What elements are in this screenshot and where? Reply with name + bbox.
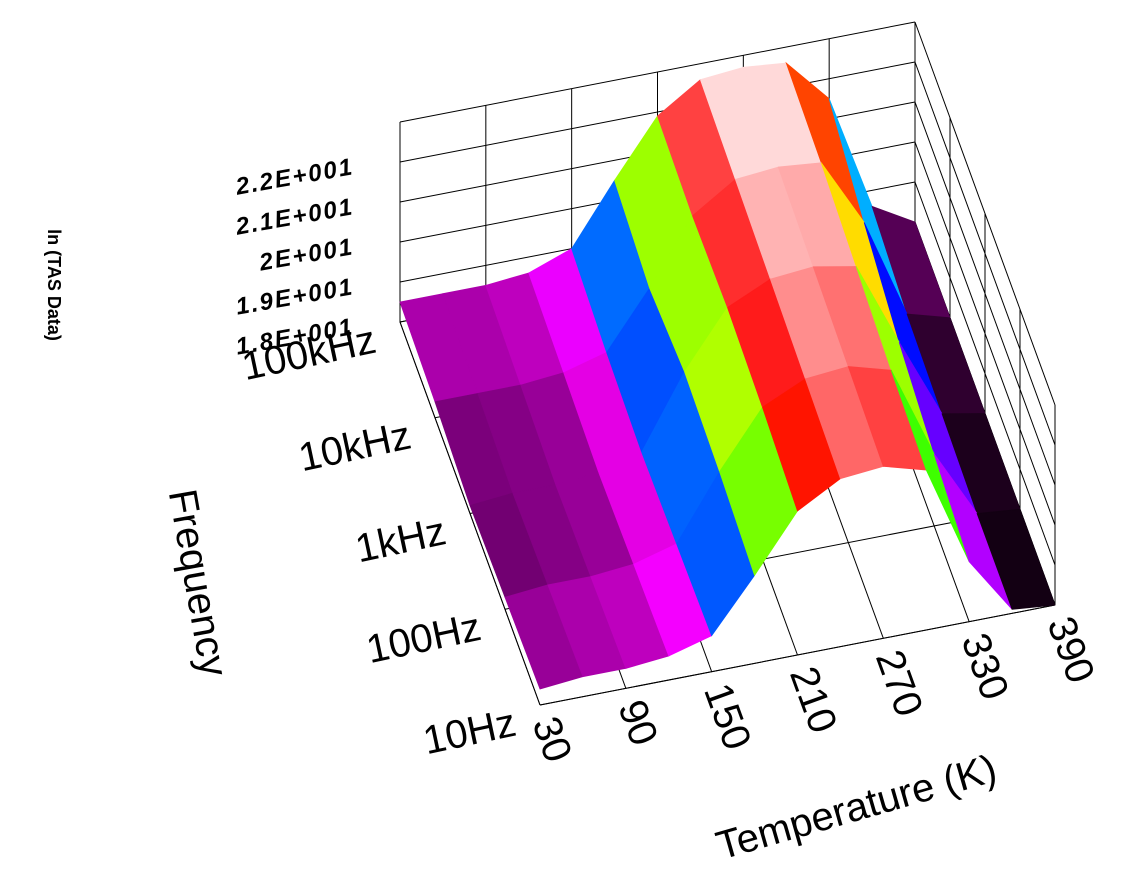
- z-tick-label: 2.2E+001: [233, 153, 356, 201]
- x-tick-label: 270: [867, 644, 931, 722]
- x-tick-label: 330: [953, 628, 1017, 706]
- x-tick-label: 90: [609, 694, 666, 751]
- y-tick-label: 1kHz: [352, 509, 450, 571]
- z-tick-label: 2E+001: [256, 233, 356, 276]
- y-tick-label: 10kHz: [295, 414, 415, 481]
- z-tick-label: 1.9E+001: [234, 273, 356, 320]
- grid-line: [539, 604, 1056, 706]
- grid-line: [914, 181, 1056, 566]
- z-tick-label: 2.1E+001: [233, 193, 356, 241]
- surface-cell: [976, 508, 1056, 610]
- x-axis-title: Temperature (K): [711, 747, 1001, 869]
- grid-line: [399, 61, 916, 163]
- grid-line: [914, 101, 1056, 486]
- x-tick-label: 210: [781, 661, 845, 739]
- grid-line: [914, 141, 1056, 526]
- x-tick-label: 390: [1039, 611, 1103, 689]
- x-tick-label: 150: [695, 678, 759, 756]
- y-axis-title: Frequency: [160, 486, 236, 680]
- y-tick-label: 10Hz: [419, 701, 519, 763]
- x-tick-label: 30: [524, 711, 581, 768]
- y-tick-label: 100Hz: [363, 605, 485, 672]
- grid-line: [914, 61, 1056, 446]
- z-axis-title: ln (TAS Data): [44, 229, 64, 341]
